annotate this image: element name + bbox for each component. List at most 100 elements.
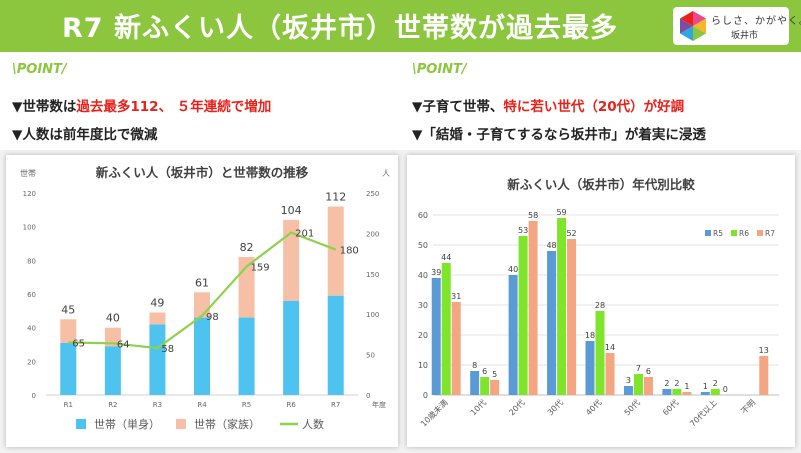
value-label-R7-30代: 52 xyxy=(566,229,576,238)
value-label-R5-50代: 3 xyxy=(626,376,631,385)
bar-R5-10代 xyxy=(470,371,480,395)
y-tick-right: 250 xyxy=(366,190,379,198)
y-axis-right-label: 人 xyxy=(382,169,390,178)
y-axis-left-label: 世帯 xyxy=(20,168,36,178)
value-label-R6-10代: 6 xyxy=(482,367,487,376)
value-label-R5-70代以上: 1 xyxy=(703,382,708,391)
bar-R5-20代 xyxy=(508,275,518,395)
legend-swatch-R7 xyxy=(757,230,763,236)
legend-label-R7: R7 xyxy=(765,229,775,238)
bar-family-R6 xyxy=(283,219,300,301)
legend-label: 世帯（単身） xyxy=(94,417,160,431)
bar-R7-50代 xyxy=(643,377,653,395)
y-tick: 50 xyxy=(418,241,428,250)
x-tick-10歳未満: 10歳未満 xyxy=(418,397,449,428)
people-label-R5: 159 xyxy=(251,263,270,274)
value-label-R5-20代: 40 xyxy=(508,265,518,274)
bar-single-R3 xyxy=(149,324,166,395)
x-tick-R7: R7 xyxy=(331,401,340,409)
y-tick: 30 xyxy=(418,301,428,310)
y-tick-right: 50 xyxy=(366,352,375,360)
left-point-2: ▼人数は前年度比で微減 xyxy=(12,127,158,143)
total-label-R4: 61 xyxy=(195,276,209,289)
x-tick-30代: 30代 xyxy=(545,397,565,417)
legend-label: 人数 xyxy=(302,418,324,431)
value-label-R7-50代: 6 xyxy=(646,367,651,376)
value-label-R5-30代: 48 xyxy=(546,241,556,250)
total-label-R5: 82 xyxy=(240,241,254,254)
right-point-2: ▼「結婚・子育てするなら坂井市」が着実に浸透 xyxy=(412,127,706,143)
x-tick-R2: R2 xyxy=(108,401,117,409)
x-tick-不明: 不明 xyxy=(740,398,758,416)
x-tick-R6: R6 xyxy=(286,401,296,409)
header-banner: R7 新ふくい人（坂井市）世帯数が過去最多 らしさ、かがやく。 坂井市 xyxy=(0,0,801,52)
total-label-R6: 104 xyxy=(281,204,302,217)
right-point-1: ▼子育て世帯、特に若い世代（20代）が好調 xyxy=(412,99,685,115)
total-label-R1: 45 xyxy=(61,303,75,316)
bar-family-R1 xyxy=(60,319,77,343)
legend-swatch-R6 xyxy=(731,230,737,236)
legend-label-R5: R5 xyxy=(713,229,723,238)
legend-swatch xyxy=(176,419,186,429)
x-tick-70代以上: 70代以上 xyxy=(688,397,719,428)
bar-R5-60代 xyxy=(662,389,672,395)
age-chart: 新ふくい人（坂井市）年代別比較010203040506039443110歳未満8… xyxy=(418,177,779,429)
y-tick-right: 0 xyxy=(366,392,370,400)
left-point-1: ▼世帯数は過去最多112、 ５年連続で増加 xyxy=(12,99,272,115)
x-tick-R1: R1 xyxy=(64,401,73,409)
y-tick-left: 100 xyxy=(23,224,36,232)
y-tick-right: 150 xyxy=(366,271,379,279)
value-label-R7-10歳未満: 31 xyxy=(451,292,461,301)
y-tick-left: 60 xyxy=(27,291,36,299)
logo-text: らしさ、かがやく。 xyxy=(711,16,801,27)
bar-R7-20代 xyxy=(528,221,538,395)
people-label-R6: 201 xyxy=(295,229,314,240)
age-chart-panel: 新ふくい人（坂井市）年代別比較 0 10 20 30 40 50 60 39 44 31 10歳未満 8… xyxy=(407,155,795,447)
bar-R6-60代 xyxy=(672,389,682,395)
people-label-R2: 64 xyxy=(117,339,130,350)
value-label-R6-70代以上: 2 xyxy=(713,379,718,388)
bar-single-R4 xyxy=(194,317,210,395)
value-label-R7-40代: 14 xyxy=(605,343,615,352)
value-label-R5-10歳未満: 39 xyxy=(431,268,441,277)
value-label-R6-50代: 7 xyxy=(636,364,641,373)
bar-R5-30代 xyxy=(547,251,557,395)
right-point-label: \POINT/ xyxy=(412,62,467,77)
people-label-R7: 180 xyxy=(340,246,359,257)
people-label-R3: 58 xyxy=(161,344,174,355)
value-label-R6-60代: 2 xyxy=(674,379,679,388)
bar-single-R1 xyxy=(60,342,77,395)
legend-swatch-R5 xyxy=(705,230,711,236)
legend-swatch xyxy=(76,419,86,429)
bar-single-R7 xyxy=(327,295,344,395)
bar-R6-50代 xyxy=(633,374,643,395)
bar-R6-30代 xyxy=(557,218,567,395)
people-label-R4: 98 xyxy=(206,312,219,323)
bar-R5-10歳未満 xyxy=(431,278,441,395)
bar-R6-70代以上 xyxy=(710,389,720,395)
x-tick-40代: 40代 xyxy=(583,397,603,417)
bar-R7-10代 xyxy=(490,380,500,395)
bar-R6-40代 xyxy=(595,311,605,395)
value-label-R5-60代: 2 xyxy=(664,379,669,388)
x-tick-R5: R5 xyxy=(242,401,251,409)
page-title: R7 新ふくい人（坂井市）世帯数が過去最多 xyxy=(62,13,618,44)
bar-R5-40代 xyxy=(585,341,595,395)
people-label-R1: 65 xyxy=(72,338,85,349)
households-chart-panel: 新ふくい人（坂井市）と世帯数の推移 世帯人年度 0 20 40 60 80 100 120 0 50… xyxy=(6,155,398,447)
y-tick-left: 120 xyxy=(23,190,36,198)
value-label-R7-70代以上: 0 xyxy=(723,385,728,394)
value-label-R6-10歳未満: 44 xyxy=(441,253,451,262)
y-tick: 40 xyxy=(418,271,428,280)
value-label-R6-40代: 28 xyxy=(595,301,605,310)
sakai-logo: らしさ、かがやく。 坂井市 xyxy=(673,7,801,45)
logo-hexagon-icon xyxy=(680,11,706,41)
y-tick: 10 xyxy=(418,361,428,370)
value-label-R7-不明: 13 xyxy=(759,346,769,355)
x-axis-label: 年度 xyxy=(372,400,386,409)
logo-city: 坂井市 xyxy=(731,31,759,41)
bar-R6-10歳未満 xyxy=(441,263,451,395)
left-point-label: \POINT/ xyxy=(12,62,67,77)
bar-R5-70代以上 xyxy=(700,392,710,395)
